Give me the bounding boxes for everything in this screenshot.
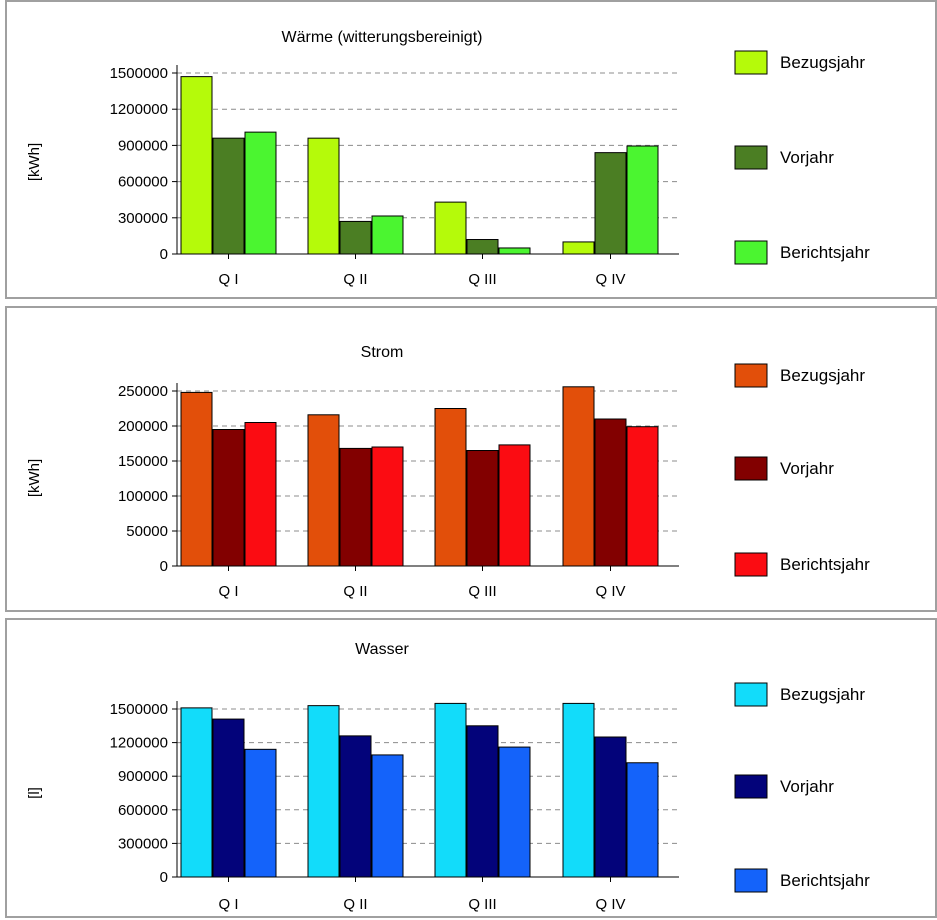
y-tick-label: 300000 <box>118 210 168 227</box>
chart-title: Strom <box>361 344 404 361</box>
bar-q-iii-vorjahr <box>466 239 499 255</box>
chart-wasser: Wasser [l] 1500000 1200000 900000 600000 30000… <box>26 641 870 913</box>
legend-label-berichtsjahr: Berichtsjahr <box>780 243 870 262</box>
bar-q-iii-berichtsjahr <box>498 247 531 255</box>
legend-label-bezugsjahr: Bezugsjahr <box>780 366 865 385</box>
x-tick-label: Q II <box>343 271 367 288</box>
y-tick-label: 1200000 <box>110 735 168 752</box>
bar-q-ii-bezugsjahr <box>307 137 340 255</box>
legend-label-bezugsjahr: Bezugsjahr <box>780 53 865 72</box>
bar-q-ii-vorjahr <box>339 735 372 878</box>
bar-q-iv-berichtsjahr <box>626 762 659 878</box>
y-tick-label: 50000 <box>126 523 168 540</box>
bar-q-i-berichtsjahr <box>244 131 277 255</box>
bar-q-i-vorjahr <box>212 137 245 255</box>
chart-title: Wärme (witterungsbereinigt) <box>282 29 483 46</box>
y-tick-label: 0 <box>160 869 168 886</box>
y-axis-label: [kWh] <box>26 459 43 497</box>
y-tick-label: 250000 <box>118 383 168 400</box>
y-tick-label: 900000 <box>118 137 168 154</box>
chart-panel-strom: Strom [kWh] 250000 200000 150000 100000 50000 0… <box>5 306 937 612</box>
legend-label-berichtsjahr: Berichtsjahr <box>780 871 870 890</box>
y-tick-label: 900000 <box>118 768 168 785</box>
bar-q-iv-vorjahr <box>594 736 627 878</box>
x-tick-label: Q III <box>468 583 496 600</box>
y-tick-label: 600000 <box>118 174 168 191</box>
chart-strom: Strom [kWh] 250000 200000 150000 100000 50000 0… <box>26 344 870 600</box>
bar-q-ii-vorjahr <box>339 220 372 255</box>
chart-panel-wasser: Wasser [l] 1500000 1200000 900000 600000 30000… <box>5 618 937 918</box>
bar-q-iv-vorjahr <box>594 152 627 255</box>
bar-q-ii-berichtsjahr <box>371 446 404 567</box>
x-tick-label: Q IV <box>595 583 625 600</box>
bar-q-i-bezugsjahr <box>180 707 213 878</box>
y-tick-label: 0 <box>160 246 168 263</box>
x-tick-label: Q I <box>218 271 238 288</box>
legend-swatch-berichtsjahr <box>734 240 768 265</box>
legend-label-vorjahr: Vorjahr <box>780 459 834 478</box>
legend-label-berichtsjahr: Berichtsjahr <box>780 555 870 574</box>
y-tick-label: 150000 <box>118 453 168 470</box>
y-tick-label: 300000 <box>118 835 168 852</box>
bar-q-ii-berichtsjahr <box>371 215 404 255</box>
y-axis-label: [l] <box>26 787 43 799</box>
bar-q-iv-vorjahr <box>594 418 627 567</box>
bar-q-iv-bezugsjahr <box>562 241 595 255</box>
y-tick-label: 1500000 <box>110 65 168 82</box>
chart-waerme: Wärme (witterungsbereinigt) [kWh] 1500000 1… <box>26 29 870 288</box>
legend-swatch-vorjahr <box>734 774 768 799</box>
bar-q-i-bezugsjahr <box>180 391 213 567</box>
x-tick-label: Q I <box>218 896 238 913</box>
x-tick-label: Q IV <box>595 271 625 288</box>
bar-q-i-bezugsjahr <box>180 76 213 255</box>
bar-q-ii-bezugsjahr <box>307 414 340 567</box>
x-tick-label: Q II <box>343 583 367 600</box>
chart-panel-waerme: Wärme (witterungsbereinigt) [kWh] 1500000 1… <box>5 0 937 299</box>
bar-q-iii-vorjahr <box>466 725 499 878</box>
x-tick-label: Q IV <box>595 896 625 913</box>
bar-q-iii-berichtsjahr <box>498 746 531 878</box>
bar-q-ii-berichtsjahr <box>371 754 404 878</box>
x-tick-label: Q III <box>468 896 496 913</box>
bar-q-ii-vorjahr <box>339 447 372 567</box>
legend-swatch-bezugsjahr <box>734 363 768 388</box>
x-tick-label: Q I <box>218 583 238 600</box>
y-tick-label: 1200000 <box>110 101 168 118</box>
legend-swatch-berichtsjahr <box>734 552 768 577</box>
bar-q-i-vorjahr <box>212 429 245 567</box>
x-tick-label: Q II <box>343 896 367 913</box>
legend-label-vorjahr: Vorjahr <box>780 148 834 167</box>
y-tick-label: 1500000 <box>110 701 168 718</box>
bar-q-i-berichtsjahr <box>244 748 277 878</box>
bar-q-iii-berichtsjahr <box>498 444 531 567</box>
bar-q-iii-bezugsjahr <box>434 201 467 255</box>
y-axis-label: [kWh] <box>26 143 43 181</box>
legend-swatch-bezugsjahr <box>734 50 768 75</box>
bar-q-i-berichtsjahr <box>244 422 277 567</box>
bar-q-iv-bezugsjahr <box>562 702 595 878</box>
legend-swatch-bezugsjahr <box>734 682 768 707</box>
legend-swatch-berichtsjahr <box>734 868 768 893</box>
bar-q-iv-berichtsjahr <box>626 145 659 255</box>
y-tick-label: 200000 <box>118 418 168 435</box>
y-tick-label: 100000 <box>118 488 168 505</box>
bar-q-iii-bezugsjahr <box>434 408 467 567</box>
bar-q-i-vorjahr <box>212 718 245 878</box>
bar-q-iv-bezugsjahr <box>562 386 595 567</box>
bar-q-iv-berichtsjahr <box>626 426 659 567</box>
y-tick-label: 0 <box>160 558 168 575</box>
bar-q-iii-bezugsjahr <box>434 702 467 878</box>
legend-label-bezugsjahr: Bezugsjahr <box>780 685 865 704</box>
x-tick-label: Q III <box>468 271 496 288</box>
legend-label-vorjahr: Vorjahr <box>780 777 834 796</box>
y-tick-label: 600000 <box>118 802 168 819</box>
chart-title: Wasser <box>355 641 409 658</box>
bar-q-ii-bezugsjahr <box>307 705 340 878</box>
legend-swatch-vorjahr <box>734 456 768 481</box>
legend-swatch-vorjahr <box>734 145 768 170</box>
bar-q-iii-vorjahr <box>466 450 499 567</box>
